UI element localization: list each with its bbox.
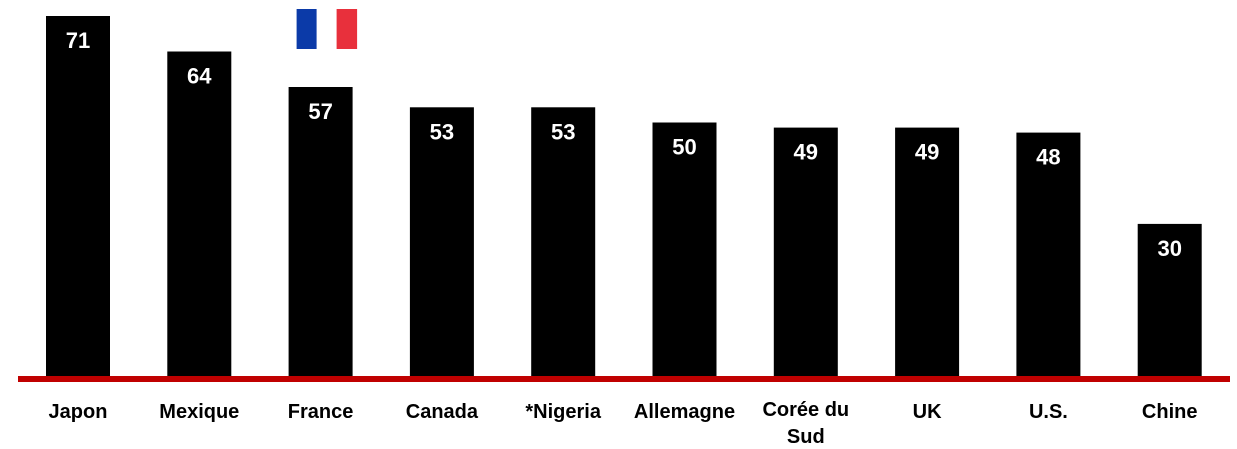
category-label-allemagne: Allemagne [634,401,735,423]
bar-u-s [1016,132,1081,376]
category-label-u-s: U.S. [1029,401,1068,423]
value-label-u-s: 48 [1036,145,1060,170]
value-label-chine: 30 [1157,236,1181,261]
bar-nigeria [531,107,596,377]
value-label-mexique: 64 [187,64,212,89]
bar-chine [1137,223,1202,376]
bar-allemagne [652,122,717,376]
value-label-france: 57 [308,99,332,124]
bar-canada [409,107,474,377]
bars-group [46,16,1202,377]
category-labels-group: Japon Mexique France Canada *Nigeria Allemagn… [49,399,1198,448]
x-axis-baseline [18,376,1230,382]
value-labels-group: 71 64 57 53 53 50 49 49 48 30 [66,28,1182,261]
category-label-chine: Chine [1142,401,1198,423]
bar-cor-e-du-sud [773,127,838,376]
value-label-canada: 53 [430,119,454,144]
value-label-allemagne: 50 [672,135,696,160]
category-label-mexique: Mexique [159,401,239,423]
bar-japon [46,16,110,376]
value-label-uk: 49 [915,140,939,165]
category-label-cor-e-du-sud: Corée du Sud [762,399,849,448]
bar-uk [895,127,960,376]
category-label-uk: UK [913,401,942,423]
french-flag-icon [296,9,358,49]
flag-stripe-1 [296,9,318,49]
category-label-japon: Japon [49,401,108,423]
flag-stripe-2 [316,9,338,49]
value-label-nigeria: 53 [551,119,575,144]
category-label-france: France [288,401,354,423]
bar-france [288,87,353,376]
category-label-nigeria: *Nigeria [525,401,601,423]
flag-stripe-3 [336,9,358,49]
value-label-japon: 71 [66,28,90,53]
bar-mexique [167,51,232,376]
value-label-cor-e-du-sud: 49 [794,140,818,165]
category-label-canada: Canada [406,401,479,423]
